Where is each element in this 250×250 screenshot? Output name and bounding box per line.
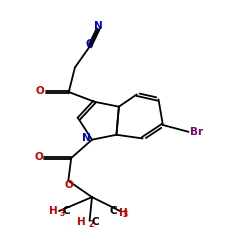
Text: C: C [62, 206, 70, 216]
Text: Br: Br [190, 127, 203, 137]
Text: H: H [120, 208, 128, 218]
Text: 3: 3 [60, 209, 65, 218]
Text: N: N [94, 22, 103, 32]
Text: C: C [109, 206, 117, 216]
Text: 2: 2 [88, 220, 93, 229]
Text: C: C [91, 217, 99, 227]
Text: 3: 3 [122, 210, 128, 219]
Text: H: H [78, 217, 86, 227]
Text: H: H [49, 206, 58, 216]
Text: N: N [82, 134, 91, 143]
Text: C: C [85, 39, 93, 49]
Text: O: O [65, 180, 74, 190]
Text: O: O [34, 152, 43, 162]
Text: O: O [36, 86, 44, 96]
